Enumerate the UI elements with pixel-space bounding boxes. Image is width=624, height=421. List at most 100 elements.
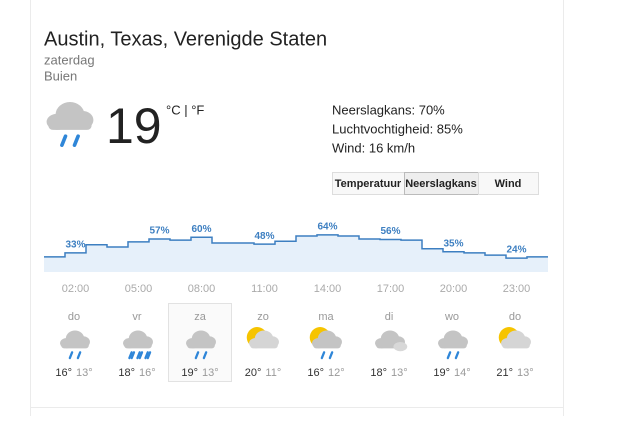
day-name: ma: [318, 311, 334, 323]
cloud-part: [124, 342, 152, 349]
low-temp: 13°: [202, 367, 219, 379]
weather-icon: [438, 330, 468, 360]
detail: Luchtvochtigheid: 85%: [332, 121, 463, 136]
value-label: 35%: [443, 238, 463, 249]
cloud: [501, 330, 531, 349]
rain-drop: [144, 351, 149, 360]
day-temps: 18° 13°: [370, 367, 407, 379]
low-temp: 13°: [391, 367, 408, 379]
rain-drop: [446, 351, 452, 360]
time-label: 20:00: [440, 283, 468, 295]
weather-icon: [246, 327, 279, 349]
rain-drop: [68, 351, 74, 360]
day-name: di: [385, 311, 394, 323]
high-temp: 16°: [55, 367, 72, 379]
day-name: do: [68, 311, 80, 323]
weather-icon: [186, 330, 216, 360]
value-label: 33%: [65, 240, 85, 251]
weather-icon: [375, 330, 408, 352]
rain-drop: [138, 351, 144, 360]
day-name: zo: [257, 311, 269, 323]
value-label: 57%: [149, 226, 169, 237]
high-temp: 19°: [433, 367, 450, 379]
weather-icon: [309, 327, 342, 360]
tab[interactable]: [478, 172, 539, 195]
time-label: 05:00: [125, 283, 153, 295]
cloud-part: [439, 342, 467, 349]
cloud: [123, 330, 153, 349]
location-title: Austin, Texas, Verenigde Staten: [44, 28, 327, 50]
rain-drop: [320, 351, 326, 360]
rain-drop: [146, 351, 152, 360]
high-temp: 21°: [496, 367, 513, 379]
rain-drop: [136, 351, 141, 360]
day-temps: 21° 13°: [496, 367, 533, 379]
cloud-part: [187, 342, 215, 349]
cloud: [46, 102, 94, 130]
day-name: za: [194, 311, 207, 323]
high-temp: 20°: [245, 367, 262, 379]
low-temp: 13°: [517, 367, 534, 379]
high-temp: 19°: [181, 367, 198, 379]
temperature-units[interactable]: °C | °F: [166, 102, 204, 117]
day-label: zaterdag: [44, 52, 95, 67]
rain-drop: [328, 351, 334, 360]
time-label: 11:00: [251, 283, 278, 295]
rain-drop: [194, 351, 200, 360]
weather-icon: [46, 102, 94, 147]
high-temp: 18°: [370, 367, 387, 379]
selected-day: [168, 303, 232, 382]
cloud: [60, 330, 90, 349]
time-label: 02:00: [62, 283, 90, 295]
high-temp: 16°: [307, 367, 324, 379]
detail: Wind: 16 km/h: [332, 140, 415, 155]
weather-icon: [498, 327, 531, 349]
cloud: [312, 330, 342, 349]
rain-drop: [130, 351, 136, 360]
cloud-part: [48, 120, 92, 130]
rain-drop: [72, 134, 80, 147]
rain-drop: [60, 134, 68, 147]
low-temp: 11°: [265, 367, 281, 379]
rain-drop: [202, 351, 208, 360]
rain-drop: [76, 351, 82, 360]
day-temps: 16° 13°: [55, 367, 92, 379]
value-label: 48%: [254, 231, 274, 242]
high-temp: 18°: [118, 367, 135, 379]
condition-label: Buien: [44, 68, 77, 83]
weather-icon: [123, 330, 153, 360]
day-temps: 19° 14°: [433, 367, 470, 379]
day-name: vr: [132, 311, 142, 323]
rain-drop: [128, 351, 133, 360]
time-label: 23:00: [503, 283, 531, 295]
precipitation-line: [44, 234, 548, 259]
day-temps: 19° 13°: [181, 367, 218, 379]
tab-label[interactable]: Neerslagkans: [405, 178, 477, 190]
value-label: 56%: [380, 226, 400, 237]
day-temps: 16° 12°: [307, 367, 344, 379]
detail: Neerslagkans: 70%: [332, 102, 445, 117]
value-label: 64%: [317, 222, 337, 233]
value-label: 60%: [191, 224, 211, 235]
low-temp: 14°: [454, 367, 471, 379]
time-label: 17:00: [377, 283, 405, 295]
cloud: [249, 330, 279, 349]
current-temperature: 19: [106, 98, 162, 154]
cloud-part: [61, 342, 89, 349]
cloud-part: [502, 342, 530, 349]
low-temp: 12°: [328, 367, 345, 379]
time-label: 14:00: [314, 283, 342, 295]
cloud: [438, 330, 468, 349]
low-temp: 16°: [139, 367, 156, 379]
cloud: [186, 330, 216, 349]
rain-drop: [454, 351, 460, 360]
weather-icon: [60, 330, 90, 360]
day-temps: 18° 16°: [118, 367, 155, 379]
tab-label[interactable]: Temperatuur: [335, 178, 402, 190]
day-name: wo: [444, 311, 459, 323]
time-label: 08:00: [188, 283, 216, 295]
cloud-part: [313, 342, 341, 349]
day-name: do: [509, 311, 521, 323]
tab-label[interactable]: Wind: [495, 178, 522, 190]
